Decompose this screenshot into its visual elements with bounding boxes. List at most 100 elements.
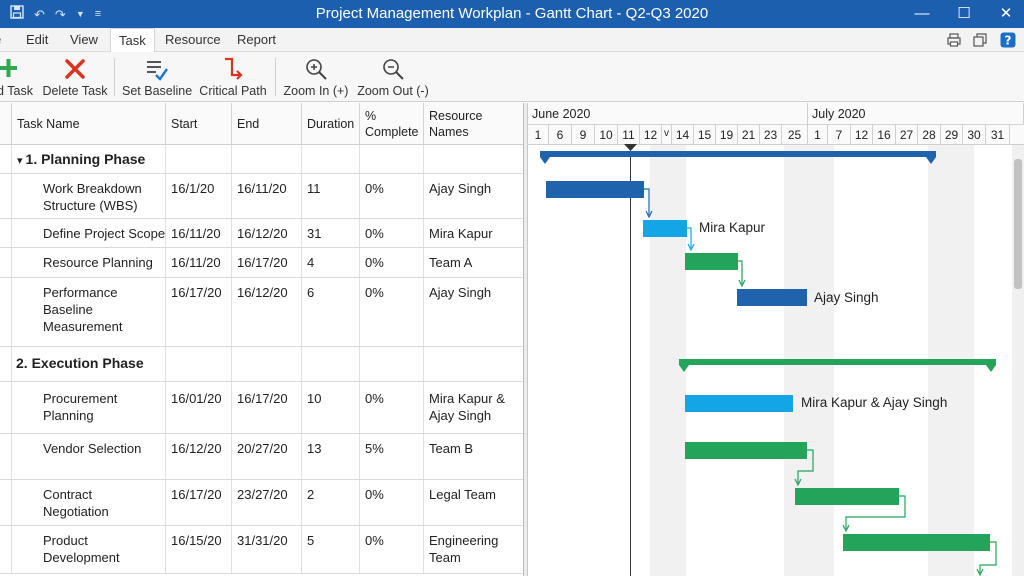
scrollbar-thumb[interactable] [1014,159,1022,289]
start-cell[interactable]: 16/01/20 [166,382,232,433]
table-row[interactable]: Contract Negotiation 16/17/20 23/27/20 2… [0,480,523,526]
end-cell[interactable]: 16/17/20 [232,382,302,433]
resource-cell[interactable]: Mira Kapur & Ajay Singh [424,382,523,433]
task-name-cell[interactable]: Contract Negotiation [12,480,166,525]
duration-cell[interactable]: 11 [302,174,360,218]
end-cell[interactable]: 16/11/20 [232,174,302,218]
header-complete[interactable]: % Complete [360,103,424,145]
end-cell[interactable]: 16/17/20 [232,248,302,277]
start-cell[interactable]: 16/1/20 [166,174,232,218]
print-icon[interactable] [946,32,962,48]
gantt-bar-product-development[interactable] [843,534,990,551]
task-name-cell[interactable]: 2. Execution Phase [12,347,166,381]
start-cell[interactable] [166,347,232,381]
gantt-bar-define-scope[interactable] [643,220,687,237]
complete-cell[interactable]: 0% [360,480,424,525]
end-cell[interactable]: 31/31/20 [232,526,302,573]
header-start[interactable]: Start [166,103,232,145]
resource-cell[interactable]: Team B [424,434,523,479]
start-cell[interactable]: 16/17/20 [166,480,232,525]
task-name-cell[interactable]: Product Development [12,526,166,573]
table-row[interactable]: Work Breakdown Structure (WBS) 16/1/20 1… [0,174,523,219]
duration-cell[interactable]: 10 [302,382,360,433]
duration-cell[interactable] [302,145,360,173]
table-row[interactable]: Procurement Planning 16/01/20 16/17/20 1… [0,382,523,434]
tab-file-partial[interactable]: e [0,32,1,47]
complete-cell[interactable]: 0% [360,248,424,277]
minimize-icon[interactable]: — [914,5,930,22]
end-cell[interactable]: 16/12/20 [232,219,302,247]
task-name-cell[interactable]: Performance Baseline Measurement [12,278,166,346]
tab-resource[interactable]: Resource [165,32,221,47]
table-row[interactable]: Vendor Selection 16/12/20 20/27/20 13 5%… [0,434,523,480]
start-cell[interactable]: 16/11/20 [166,248,232,277]
end-cell[interactable]: 20/27/20 [232,434,302,479]
header-duration[interactable]: Duration [302,103,360,145]
summary-bar-execution[interactable] [679,359,996,373]
zoom-out-button[interactable]: Zoom Out (-) [355,56,431,98]
table-row[interactable]: Resource Planning 16/11/20 16/17/20 4 0%… [0,248,523,278]
task-name-cell[interactable]: ▾ 1. Planning Phase [12,145,166,173]
complete-cell[interactable]: 0% [360,174,424,218]
duration-cell[interactable]: 6 [302,278,360,346]
task-name-cell[interactable]: Resource Planning [12,248,166,277]
header-resource[interactable]: Resource Names [424,103,523,145]
task-name-cell[interactable]: Procurement Planning [12,382,166,433]
header-end[interactable]: End [232,103,302,145]
task-name-cell[interactable]: Vendor Selection [12,434,166,479]
resource-cell[interactable] [424,145,523,173]
help-icon[interactable]: ? [1000,32,1016,48]
pane-splitter[interactable] [524,103,528,576]
end-cell[interactable]: 16/12/20 [232,278,302,346]
tab-task[interactable]: Task [110,28,155,53]
dropdown-icon[interactable]: ▼ [75,8,85,19]
complete-cell[interactable]: 5% [360,434,424,479]
summary-bar-planning[interactable] [540,151,936,165]
resource-cell[interactable] [424,347,523,381]
start-cell[interactable]: 16/15/20 [166,526,232,573]
undo-icon[interactable]: ↶ [34,6,45,22]
gantt-bar-resource-planning[interactable] [685,253,738,270]
end-cell[interactable]: 23/27/20 [232,480,302,525]
header-task-name[interactable]: Task Name [12,103,166,145]
gantt-bar-procurement[interactable] [685,395,793,412]
table-row[interactable]: Define Project Scope 16/11/20 16/12/20 3… [0,219,523,248]
set-baseline-button[interactable]: Set Baseline [122,56,192,98]
duration-cell[interactable]: 2 [302,480,360,525]
complete-cell[interactable]: 0% [360,526,424,573]
complete-cell[interactable]: 0% [360,219,424,247]
resource-cell[interactable]: Ajay Singh [424,278,523,346]
resource-cell[interactable]: Engineering Team [424,526,523,573]
duration-cell[interactable] [302,347,360,381]
save-icon[interactable] [10,5,24,23]
gantt-bar-wbs[interactable] [546,181,644,198]
resource-cell[interactable]: Ajay Singh [424,174,523,218]
critical-path-button[interactable]: Critical Path [198,56,268,98]
restore-panel-icon[interactable] [972,32,988,48]
task-name-cell[interactable]: Work Breakdown Structure (WBS) [12,174,166,218]
add-task-button[interactable]: d Task [0,56,36,98]
table-row-planning-phase[interactable]: ▾ 1. Planning Phase [0,145,523,174]
duration-cell[interactable]: 31 [302,219,360,247]
gantt-bar-contract-negotiation[interactable] [795,488,899,505]
complete-cell[interactable]: 0% [360,382,424,433]
chart-vertical-scrollbar[interactable] [1012,145,1024,576]
duration-cell[interactable]: 5 [302,526,360,573]
start-cell[interactable]: 16/17/20 [166,278,232,346]
delete-task-button[interactable]: Delete Task [42,56,108,98]
table-row[interactable]: Performance Baseline Measurement 16/17/2… [0,278,523,347]
tab-report[interactable]: Report [237,32,277,47]
complete-cell[interactable] [360,347,424,381]
start-cell[interactable]: 16/12/20 [166,434,232,479]
table-row-execution-phase[interactable]: 2. Execution Phase [0,347,523,382]
gantt-bar-baseline[interactable] [737,289,807,306]
table-row[interactable]: Product Development 16/15/20 31/31/20 5 … [0,526,523,574]
close-icon[interactable]: ✕ [999,5,1013,22]
zoom-in-button[interactable]: Zoom In (+) [282,56,350,98]
customize-qat-icon[interactable]: ≡ [94,7,102,20]
tab-edit[interactable]: Edit [26,32,49,47]
end-cell[interactable] [232,145,302,173]
collapse-icon[interactable]: ▾ [17,155,23,167]
task-name-cell[interactable]: Define Project Scope [12,219,166,247]
complete-cell[interactable]: 0% [360,278,424,346]
